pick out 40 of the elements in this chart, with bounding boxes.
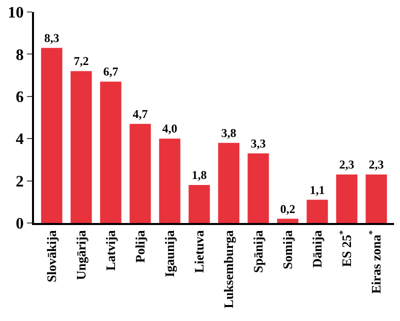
y-tick-label: 0 — [16, 216, 24, 233]
data-label: 2,3 — [368, 157, 384, 172]
bar — [248, 153, 269, 223]
x-tick-label: Igaunija — [162, 230, 177, 278]
data-label: 4,0 — [162, 122, 178, 136]
y-tick-label: 8 — [16, 46, 24, 64]
data-label: 2,3 — [339, 157, 354, 172]
x-tick-label: Ungārija — [73, 230, 88, 280]
bar — [130, 124, 151, 223]
data-label: 4,7 — [132, 106, 148, 121]
data-label: 7,2 — [74, 54, 89, 68]
bar — [218, 142, 240, 223]
x-tick-label: Slovākija — [44, 230, 59, 282]
bar — [159, 138, 180, 223]
bar — [277, 218, 298, 223]
data-label: 0,2 — [280, 202, 296, 216]
y-tick-label: 4 — [16, 131, 24, 148]
data-label: 8,3 — [44, 30, 60, 45]
y-tick-label: 6 — [16, 89, 24, 106]
x-tick-label: Somija — [280, 230, 295, 270]
bar — [70, 71, 92, 223]
bar — [100, 82, 122, 223]
data-label: 6,7 — [103, 64, 118, 79]
data-label: 1,8 — [192, 168, 207, 182]
x-tick-label: Spānija — [250, 230, 266, 273]
bar — [188, 185, 210, 223]
bar — [306, 200, 328, 223]
y-tick-label: 2 — [16, 173, 24, 190]
x-tick-label: Polija — [132, 230, 148, 263]
bar — [336, 174, 358, 223]
bar — [366, 174, 387, 223]
bar — [41, 48, 62, 223]
y-tick-label: 10 — [8, 4, 24, 22]
x-tick-label: Latvija — [102, 230, 118, 271]
data-label: 3,8 — [221, 126, 236, 140]
data-label: 1,1 — [310, 182, 325, 197]
x-tick-label: Dānija — [310, 230, 325, 268]
x-tick-label: Lietuva — [191, 230, 206, 273]
x-tick-label: Luksemburga — [220, 230, 236, 308]
data-label: 3,3 — [250, 136, 266, 150]
